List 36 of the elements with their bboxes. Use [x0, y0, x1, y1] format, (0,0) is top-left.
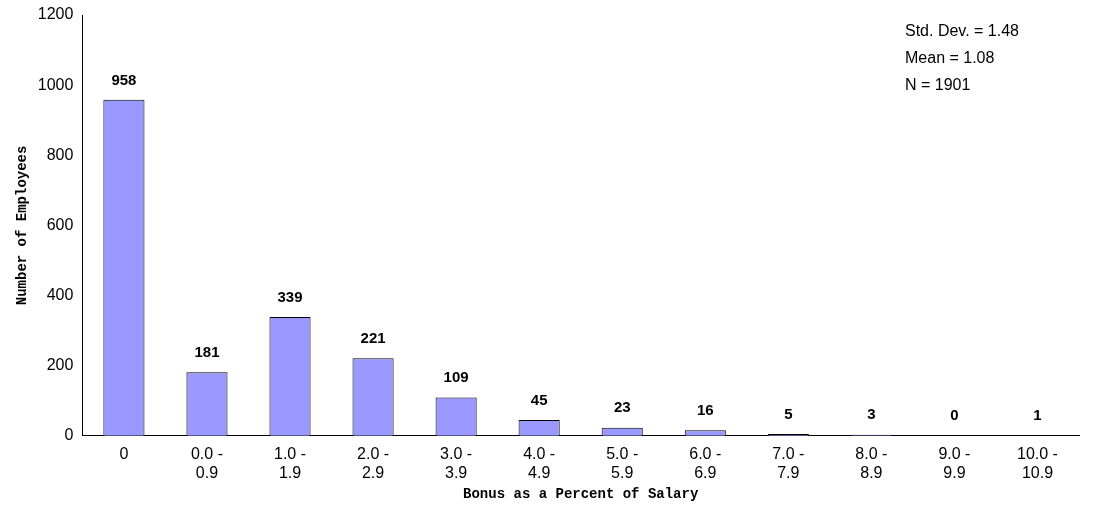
y-tick-label: 200 [46, 356, 74, 374]
annotation: N = 1901 [905, 76, 971, 94]
y-axis-title: Number of Employees [13, 145, 30, 306]
y-tick-label: 0 [64, 426, 74, 444]
data-label: 23 [613, 398, 631, 416]
x-tick-label: 3.0 - 3.9 [440, 444, 473, 482]
x-axis-title: Bonus as a Percent of Salary [463, 486, 699, 503]
data-label: 3 [867, 405, 876, 423]
annotation: Mean = 1.08 [905, 49, 995, 67]
x-tick-label: 10.0 - 10.9 [1017, 444, 1058, 482]
x-tick-label: 8.0 - 8.9 [855, 444, 888, 482]
x-tick-label: 4.0 - 4.9 [523, 444, 556, 482]
data-label: 45 [530, 390, 548, 408]
x-tick-label: 5.0 - 5.9 [606, 444, 639, 482]
x-tick-label: 6.0 - 6.9 [689, 444, 722, 482]
x-tick-label: 9.0 - 9.9 [938, 444, 971, 482]
data-label: 221 [360, 328, 386, 346]
y-tick-label: 400 [46, 285, 74, 303]
data-label: 16 [696, 400, 714, 418]
data-label: 109 [443, 368, 469, 386]
x-tick-label: 2.0 - 2.9 [357, 444, 390, 482]
data-label: 958 [111, 70, 137, 88]
data-label: 1 [1033, 406, 1042, 424]
data-label: 181 [194, 342, 220, 360]
data-label: 0 [950, 406, 959, 424]
y-tick-label: 1000 [37, 75, 74, 93]
x-tick-label: 0 [119, 444, 129, 462]
y-tick-label: 800 [46, 145, 74, 163]
data-label: 5 [784, 404, 793, 422]
annotation: Std. Dev. = 1.48 [905, 22, 1020, 40]
y-tick-label: 600 [46, 215, 74, 233]
y-tick-label: 1200 [37, 5, 74, 23]
data-label: 339 [277, 287, 303, 305]
x-tick-label: 0.0 - 0.9 [190, 444, 223, 482]
x-tick-label: 1.0 - 1.9 [274, 444, 307, 482]
x-tick-label: 7.0 - 7.9 [772, 444, 805, 482]
